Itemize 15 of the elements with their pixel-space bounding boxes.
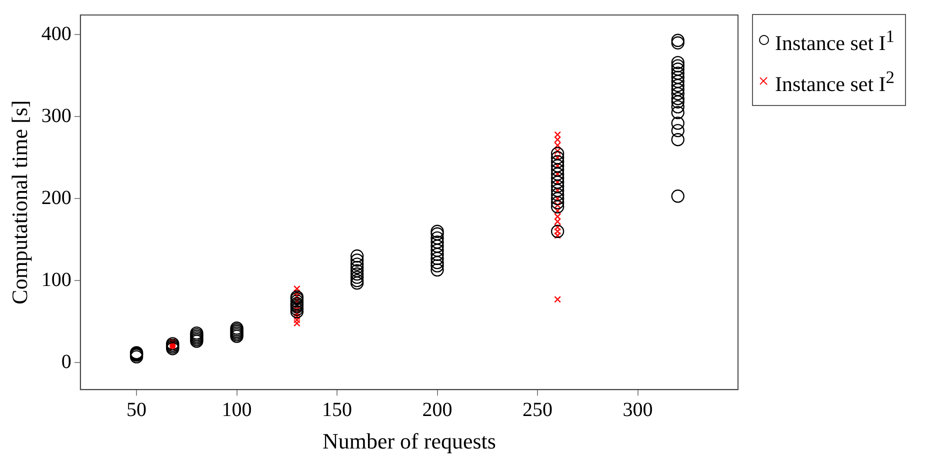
x-tick-label: 300 bbox=[622, 398, 653, 421]
text: Instance set I$^{2}$ bbox=[775, 66, 895, 98]
x-tick-label: 50 bbox=[126, 398, 147, 421]
x-tick-label: 200 bbox=[422, 398, 452, 421]
x-axis-title: Number of requests bbox=[322, 428, 496, 454]
y-tick-label: 300 bbox=[41, 104, 72, 127]
x-tick-label: 150 bbox=[322, 398, 352, 421]
x-tick-label: 250 bbox=[522, 398, 553, 421]
x-tick-label: 100 bbox=[222, 398, 252, 421]
legend-label: Instance set I$^{1}$ bbox=[775, 25, 895, 57]
y-axis-title: Computational time [s] bbox=[6, 100, 32, 304]
y-tick-label: 400 bbox=[41, 22, 72, 45]
y-tick-label: 200 bbox=[41, 186, 72, 209]
y-tick-label: 0 bbox=[61, 350, 72, 373]
y-tick-label: 100 bbox=[41, 268, 72, 291]
